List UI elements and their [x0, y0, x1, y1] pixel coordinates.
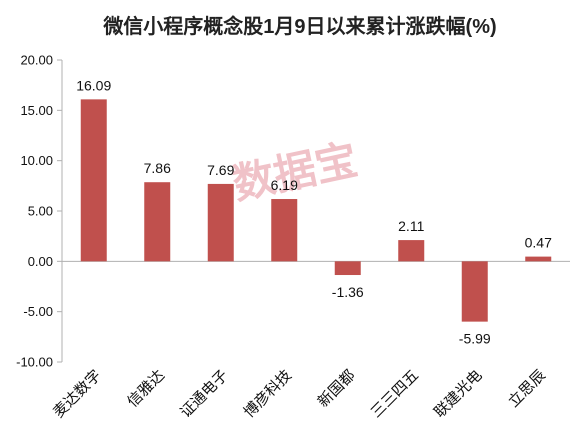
bar [334, 261, 361, 276]
watermark-logo: 数据宝 [228, 135, 361, 209]
data-label: -1.36 [332, 284, 364, 300]
y-tick-label: 5.00 [28, 204, 53, 219]
y-tick-label: 10.00 [20, 153, 53, 168]
category-label: 立思辰 [505, 366, 550, 411]
data-label: 16.09 [76, 77, 111, 93]
bar [525, 256, 552, 262]
y-tick-label: 20.00 [20, 53, 53, 68]
category-label: 信雅达 [124, 366, 169, 411]
data-label: 0.47 [525, 235, 552, 251]
data-label: 7.69 [207, 162, 234, 178]
data-label: 2.11 [398, 218, 424, 234]
bar [271, 199, 298, 262]
y-tick-label: -10.00 [16, 355, 53, 370]
y-tick-label: 15.00 [20, 103, 53, 118]
bar [80, 99, 107, 262]
data-label: 6.19 [271, 177, 298, 193]
data-label: -5.99 [459, 331, 491, 347]
bar [207, 183, 234, 262]
category-label: 博彦科技 [240, 366, 295, 421]
bar [461, 261, 488, 322]
category-label: 麦达数字 [49, 366, 104, 421]
bar [144, 182, 171, 262]
y-tick-label: 0.00 [28, 254, 53, 269]
bar [398, 240, 425, 262]
data-label: 7.86 [144, 160, 171, 176]
category-label: 三三四五 [367, 366, 422, 421]
y-tick-label: -5.00 [23, 304, 53, 319]
category-label: 新国都 [314, 366, 359, 411]
category-label: 证通电子 [176, 366, 231, 421]
plot-area: 20.00 15.00 10.00 5.00 0.00 -5.00 -10.00 16.09 麦… [16, 53, 570, 421]
category-label: 联建光电 [430, 366, 485, 421]
chart-title: 微信小程序概念股1月9日以来累计涨跌幅(%) [102, 14, 496, 38]
